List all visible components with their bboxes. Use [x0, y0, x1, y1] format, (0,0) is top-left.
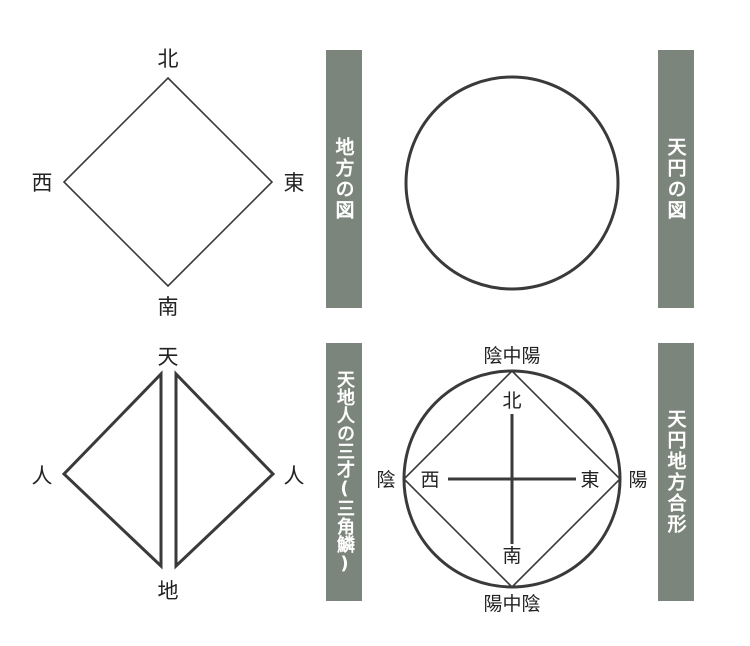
- sansai-left-label: 人: [32, 464, 53, 488]
- gokei-panel: 陰中陽 陽中陰 陰 陽 北 南 西 東: [376, 345, 647, 615]
- gokei-title: 天円地方合形: [664, 409, 687, 535]
- gokei-right-outer-label: 陽: [628, 469, 647, 491]
- chifang-diamond: [62, 76, 274, 288]
- chifang-south-label: 南: [158, 295, 179, 319]
- sansai-right-triangle: [174, 370, 276, 570]
- sansai-right-label: 人: [284, 464, 305, 488]
- gokei-title-bar: 天円地方合形: [658, 343, 694, 601]
- chifang-north-label: 北: [158, 47, 179, 71]
- gokei-south-label: 南: [502, 545, 521, 567]
- tenen-title: 天円の図: [664, 137, 687, 221]
- sansai-panel: 天 地 人 人: [32, 345, 305, 603]
- gokei-north-label: 北: [502, 390, 521, 412]
- gokei-top-outer-label: 陰中陽: [483, 345, 540, 367]
- sansai-title-bar: 天地人の三才(三角鱗): [326, 343, 362, 601]
- sansai-bottom-label: 地: [158, 579, 179, 603]
- gokei-diamond: [402, 369, 622, 589]
- gokei-left-outer-label: 陰: [376, 469, 395, 491]
- chifang-title: 地方の図: [332, 137, 355, 221]
- gokei-bottom-outer-label: 陽中陰: [483, 593, 540, 615]
- gokei-west-label: 西: [420, 469, 439, 491]
- sansai-left-triangle: [61, 370, 163, 570]
- chifang-panel: 北 南 西 東: [32, 47, 305, 319]
- chifang-title-bar: 地方の図: [326, 50, 362, 308]
- chifang-east-label: 東: [284, 171, 305, 195]
- gokei-east-label: 東: [580, 469, 599, 491]
- chifang-west-label: 西: [32, 171, 53, 195]
- sansai-title: 天地人の三才(三角鱗): [334, 370, 355, 574]
- tenen-circle: [404, 75, 620, 291]
- tenen-title-bar: 天円の図: [658, 50, 694, 308]
- tenen-panel: [404, 75, 620, 291]
- sansai-top-label: 天: [158, 345, 179, 369]
